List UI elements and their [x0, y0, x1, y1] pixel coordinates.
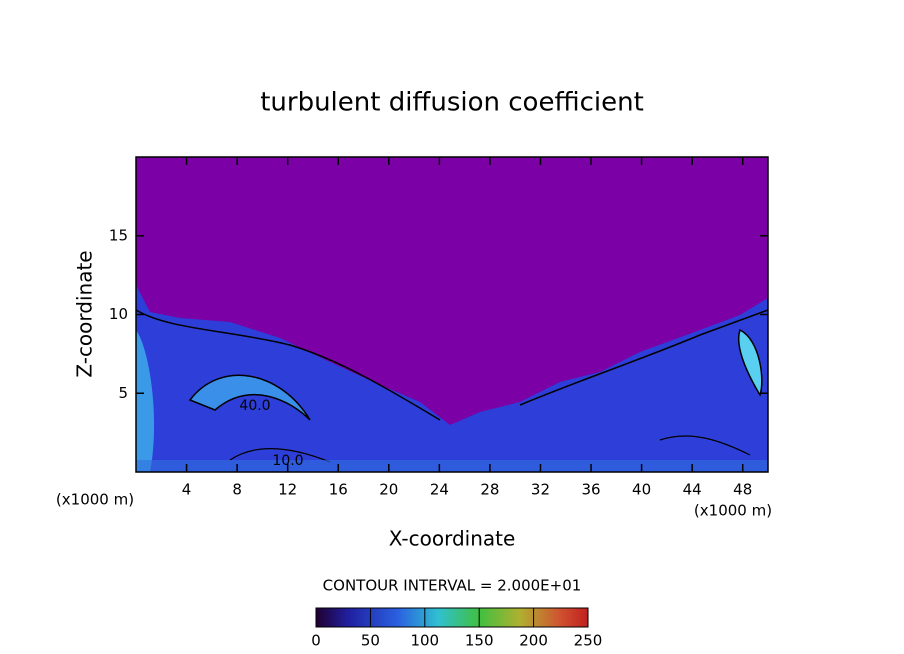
- contour-label: 10.0: [272, 453, 303, 469]
- colorbar-tick-label: 200: [519, 632, 548, 650]
- x-tick-label: 24: [430, 481, 449, 499]
- colorbar-tick-label: 150: [465, 632, 494, 650]
- y-tick-label: 15: [109, 226, 128, 244]
- x-tick-label: 4: [182, 481, 192, 499]
- y-axis-label: Z-coordinate: [73, 250, 97, 377]
- y-tick-label: 5: [118, 384, 128, 402]
- colorbar: [315, 607, 589, 628]
- contour-line: [136, 309, 768, 421]
- field-region: [136, 330, 155, 472]
- colorbar-tick-label: 0: [311, 632, 321, 650]
- colorbar-tick-label: 250: [574, 632, 603, 650]
- field-region: [136, 285, 768, 472]
- x-tick-label: 40: [632, 481, 651, 499]
- chart-title: turbulent diffusion coefficient: [260, 88, 644, 118]
- contour-line: [188, 374, 311, 421]
- field-region: [136, 460, 768, 472]
- x-axis-label: X-coordinate: [389, 527, 516, 551]
- x-tick-label: 48: [733, 481, 752, 499]
- field: [136, 157, 768, 472]
- contour-line: [738, 328, 763, 397]
- x-tick-label: 12: [278, 481, 297, 499]
- contour-label: 40.0: [239, 398, 270, 414]
- y-unit-label: (x1000 m): [56, 491, 134, 509]
- x-tick-label: 20: [379, 481, 398, 499]
- x-tick-label: 36: [581, 481, 600, 499]
- y-tick-label: 10: [109, 305, 128, 323]
- x-tick-label: 44: [683, 481, 702, 499]
- x-tick-label: 16: [329, 481, 348, 499]
- contour-interval: CONTOUR INTERVAL = 2.000E+01: [323, 577, 582, 595]
- x-tick-label: 32: [531, 481, 550, 499]
- colorbar-tick-label: 50: [361, 632, 380, 650]
- contour-line: [229, 435, 751, 463]
- x-tick-label: 28: [480, 481, 499, 499]
- x-unit-label: (x1000 m): [694, 502, 772, 520]
- colorbar-tick-label: 100: [410, 632, 439, 650]
- x-tick-label: 8: [232, 481, 242, 499]
